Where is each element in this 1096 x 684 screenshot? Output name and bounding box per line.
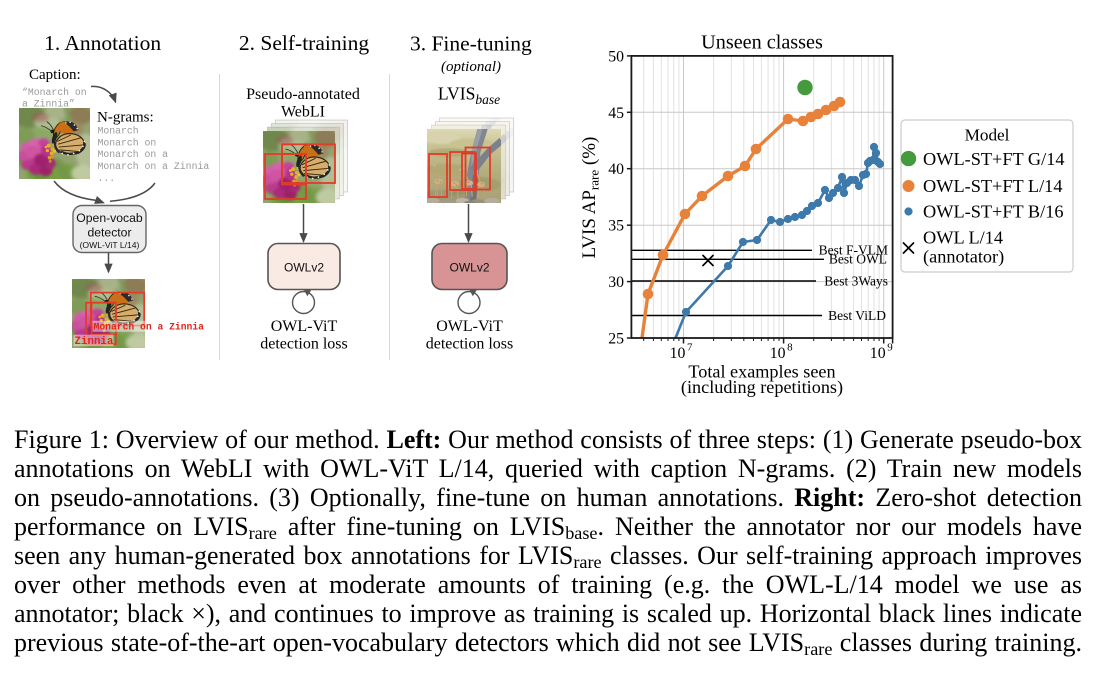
svg-text:35: 35 xyxy=(608,218,624,235)
svg-text:detector: detector xyxy=(87,226,131,240)
svg-text:Monarch on: Monarch on xyxy=(98,137,157,148)
svg-text:WebLI: WebLI xyxy=(281,104,325,121)
svg-text:Monarch on a Zinnia: Monarch on a Zinnia xyxy=(94,322,205,333)
svg-text:detection loss: detection loss xyxy=(426,336,514,353)
svg-text:10: 10 xyxy=(870,345,886,362)
svg-text:OWL-ViT: OWL-ViT xyxy=(271,318,338,335)
svg-text:Monarch on a: Monarch on a xyxy=(98,149,169,160)
svg-text:LVISbase: LVISbase xyxy=(438,84,500,108)
svg-text:7: 7 xyxy=(687,342,693,354)
svg-text:OWL-ST+FT L/14: OWL-ST+FT L/14 xyxy=(923,176,1062,196)
svg-text:Open-vocab: Open-vocab xyxy=(76,211,143,225)
svg-text:(optional): (optional) xyxy=(441,59,501,75)
svg-text:(OWL-ViT L/14): (OWL-ViT L/14) xyxy=(80,240,140,250)
svg-text:...: ... xyxy=(98,173,116,184)
svg-text:OWL-ST+FT G/14: OWL-ST+FT G/14 xyxy=(923,149,1065,169)
svg-text:30: 30 xyxy=(608,274,624,291)
svg-text:2. Self-training: 2. Self-training xyxy=(239,31,369,55)
svg-text:OWLv2: OWLv2 xyxy=(284,261,324,275)
svg-text:Pseudo-annotated: Pseudo-annotated xyxy=(246,86,360,103)
svg-text:Caption:: Caption: xyxy=(29,67,81,83)
svg-text:(including repetitions): (including repetitions) xyxy=(681,377,843,398)
svg-text:10: 10 xyxy=(670,345,686,362)
svg-text:1. Annotation: 1. Annotation xyxy=(44,31,161,55)
svg-text:Zinnia: Zinnia xyxy=(75,336,114,348)
svg-text:N-grams:: N-grams: xyxy=(97,110,154,126)
svg-text:Monarch: Monarch xyxy=(98,126,139,137)
svg-text:LVIS APrare (%): LVIS APrare (%) xyxy=(579,137,602,259)
svg-text:Best ViLD: Best ViLD xyxy=(828,308,886,323)
svg-text:10: 10 xyxy=(770,345,786,362)
svg-text:OWLv2: OWLv2 xyxy=(449,261,489,275)
svg-text:45: 45 xyxy=(608,105,624,122)
svg-text:OWL L/14: OWL L/14 xyxy=(923,228,1003,248)
svg-text:(annotator): (annotator) xyxy=(923,247,1004,268)
svg-text:Total examples seen: Total examples seen xyxy=(688,362,835,382)
svg-text:Best F-VLM: Best F-VLM xyxy=(819,243,888,258)
svg-text:detection loss: detection loss xyxy=(260,336,348,353)
svg-text:50: 50 xyxy=(608,48,624,65)
svg-text:OWL-ViT: OWL-ViT xyxy=(436,318,503,335)
svg-text:OWL-ST+FT B/16: OWL-ST+FT B/16 xyxy=(923,202,1063,222)
svg-text:Best OWL: Best OWL xyxy=(829,252,887,267)
svg-text:Monarch on a Zinnia: Monarch on a Zinnia xyxy=(98,161,210,172)
svg-text:9: 9 xyxy=(887,342,893,354)
svg-text:Best 3Ways: Best 3Ways xyxy=(824,274,888,289)
svg-text:40: 40 xyxy=(608,161,624,178)
svg-text:8: 8 xyxy=(787,342,793,354)
svg-text:3. Fine-tuning: 3. Fine-tuning xyxy=(410,31,532,55)
svg-text:Model: Model xyxy=(965,126,1010,145)
svg-text:Unseen classes: Unseen classes xyxy=(701,31,823,53)
svg-text:a Zinnia”: a Zinnia” xyxy=(22,99,75,110)
svg-text:“Monarch on: “Monarch on xyxy=(22,87,87,98)
svg-text:25: 25 xyxy=(608,331,624,348)
